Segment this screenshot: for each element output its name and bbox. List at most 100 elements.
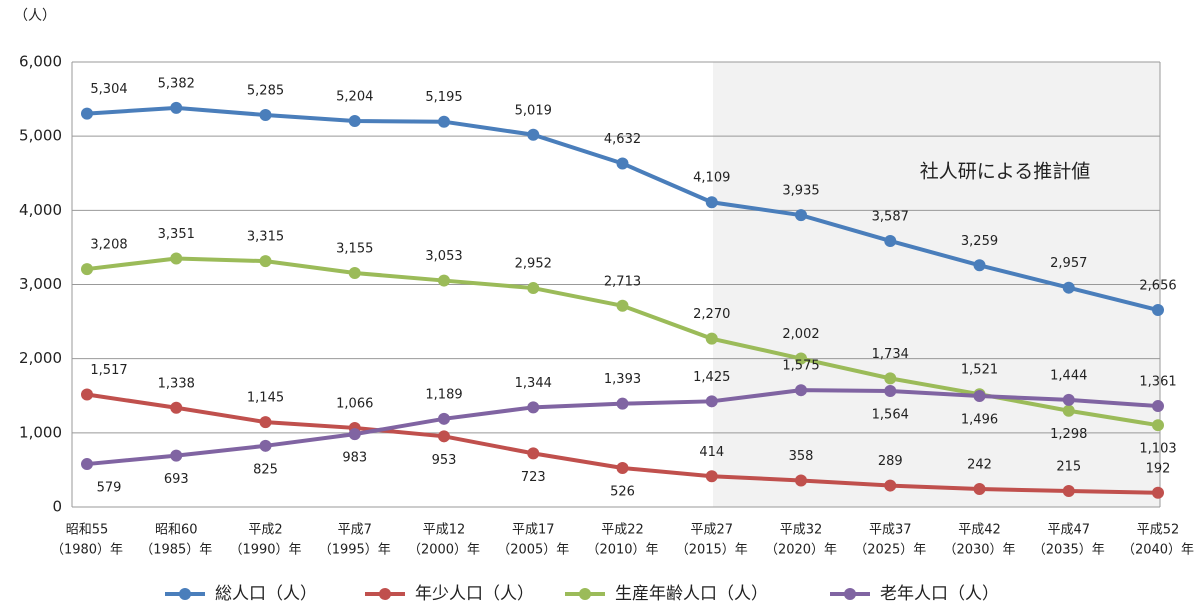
annotation: 社人研による推計値 [920,161,1090,183]
data-label: 5,195 [425,90,462,105]
data-label: 579 [97,481,122,496]
data-label: 242 [967,458,992,473]
data-point [438,274,450,287]
x-tick-label: （1980）年 [51,543,123,558]
data-point [170,401,183,414]
data-label: 1,298 [1050,427,1087,442]
data-label: 1,425 [693,370,730,385]
data-label: 3,351 [158,227,195,242]
data-label: 5,204 [336,90,373,105]
data-label: 358 [789,449,814,464]
data-point [884,234,897,247]
data-label: 3,935 [782,184,819,199]
data-point [1062,485,1075,498]
data-label: 2,713 [604,274,641,289]
data-point [884,385,897,398]
data-label: 693 [164,472,189,487]
y-tick-label: 0 [52,498,62,516]
data-label: 4,632 [604,132,641,147]
data-point [973,483,986,496]
data-point [527,282,540,295]
data-point [1062,393,1075,406]
data-point [438,115,450,128]
x-tick-label: 平成22 [601,523,644,538]
x-tick-label: 平成2 [248,523,282,538]
data-label: 4,109 [693,171,730,186]
data-point [259,416,272,429]
x-tick-label: （2035）年 [1033,543,1105,558]
x-tick-label: 平成27 [690,523,733,538]
legend-label: 老年人口（人） [880,584,999,604]
x-tick-label: （2030）年 [943,543,1015,558]
y-tick-label: 1,000 [19,423,62,441]
legend-label: 生産年齢人口（人） [615,584,768,604]
data-point [1152,304,1164,317]
data-point [81,107,93,120]
data-label: 3,315 [247,230,284,245]
x-tick-label: （2010）年 [586,543,658,558]
data-point [259,109,272,122]
y-tick-label: 3,000 [19,275,62,293]
legend-label: 年少人口（人） [415,584,534,604]
legend-label: 総人口（人） [215,584,317,604]
data-label: 2,952 [515,257,552,272]
data-point [884,479,897,492]
data-label: 289 [878,454,903,469]
data-point [1062,281,1075,294]
data-label: 983 [342,451,367,466]
data-point [170,252,183,265]
data-point [1152,486,1164,499]
legend-marker [379,588,391,600]
data-label: 5,285 [247,84,284,99]
y-tick-label: 5,000 [19,127,62,145]
data-label: 1,393 [604,372,641,387]
x-tick-label: 平成32 [780,523,823,538]
x-tick-label: 平成7 [338,523,372,538]
data-label: 192 [1146,461,1171,476]
x-tick-label: 平成12 [423,523,466,538]
data-point [348,428,361,441]
data-label: 1,338 [158,376,195,391]
data-label: 1,575 [782,359,819,374]
x-tick-label: 平成42 [958,523,1001,538]
data-label: 414 [699,445,724,460]
data-label: 1,521 [961,363,998,378]
data-label: 3,208 [90,238,127,253]
data-label: 953 [432,453,457,468]
data-point [795,384,807,397]
x-tick-label: （1985）年 [140,543,212,558]
data-label: 2,002 [782,327,819,342]
data-point [527,447,540,460]
x-tick-label: （2025）年 [854,543,926,558]
data-label: 3,259 [961,234,998,249]
data-point [81,458,93,471]
y-unit: （人） [14,8,56,24]
legend-marker [179,588,191,600]
data-label: 526 [610,484,635,499]
data-point [81,388,93,401]
data-point [170,449,183,462]
data-point [1152,400,1164,413]
data-label: 1,344 [515,376,552,391]
x-tick-label: 平成52 [1137,523,1180,538]
data-label: 5,304 [90,82,127,97]
data-label: 1,066 [336,396,373,411]
data-point [705,196,718,209]
data-point [259,439,272,452]
data-point [705,470,718,483]
data-point [170,101,183,114]
x-tick-label: （2040）年 [1122,543,1194,558]
data-label: 1,361 [1139,375,1176,390]
x-tick-label: （2015）年 [676,543,748,558]
data-point [1062,404,1075,417]
y-tick-label: 6,000 [19,53,62,71]
data-label: 1,734 [872,347,909,362]
data-label: 2,957 [1050,256,1087,271]
data-point [884,372,897,385]
data-label: 5,019 [515,103,552,118]
data-point [705,395,718,408]
data-point [616,461,629,474]
x-tick-label: （2005）年 [497,543,569,558]
data-label: 3,155 [336,242,373,257]
